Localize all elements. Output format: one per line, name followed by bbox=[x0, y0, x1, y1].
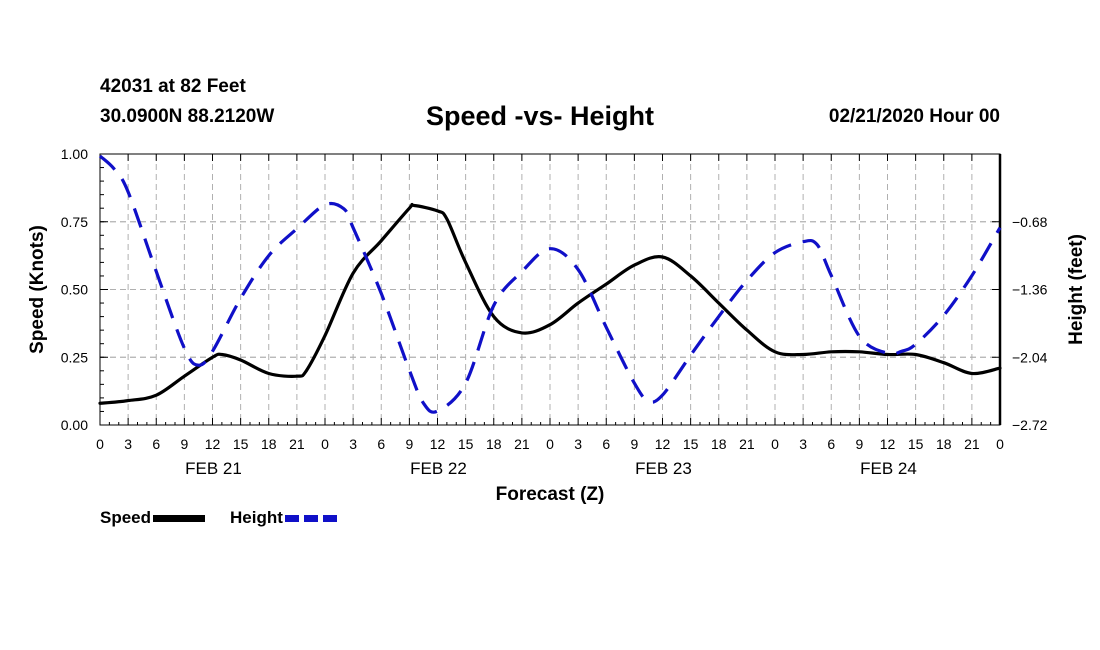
x-tick-label: 15 bbox=[683, 436, 699, 452]
day-label: FEB 22 bbox=[410, 459, 467, 478]
forecast-datetime: 02/21/2020 Hour 00 bbox=[828, 106, 1000, 127]
x-tick-label: 0 bbox=[996, 436, 1004, 452]
x-tick-label: 18 bbox=[486, 436, 502, 452]
x-tick-label: 21 bbox=[964, 436, 980, 452]
x-tick-label: 18 bbox=[261, 436, 277, 452]
day-label: FEB 23 bbox=[635, 459, 692, 478]
x-tick-label: 3 bbox=[799, 436, 807, 452]
day-label: FEB 21 bbox=[185, 459, 242, 478]
x-tick-label: 12 bbox=[655, 436, 671, 452]
y-tick-label: 1.00 bbox=[61, 146, 88, 162]
coordinates-label: 30.0900N 88.2120W bbox=[100, 106, 275, 127]
y-tick-label: 0.75 bbox=[61, 214, 88, 230]
x-tick-label: 9 bbox=[180, 436, 188, 452]
legend-height: Height bbox=[230, 508, 337, 528]
y2-tick-label: −0.68 bbox=[1012, 214, 1048, 230]
x-tick-label: 18 bbox=[711, 436, 727, 452]
x-tick-label: 3 bbox=[124, 436, 132, 452]
legend-speed-label: Speed bbox=[100, 508, 152, 527]
x-tick-label: 6 bbox=[827, 436, 835, 452]
x-tick-label: 6 bbox=[377, 436, 385, 452]
x-tick-label: 12 bbox=[205, 436, 221, 452]
y2-tick-label: −2.72 bbox=[1012, 417, 1048, 433]
x-tick-label: 0 bbox=[771, 436, 779, 452]
x-tick-label: 6 bbox=[152, 436, 160, 452]
legend-speed: Speed bbox=[100, 508, 206, 528]
x-tick-label: 15 bbox=[908, 436, 924, 452]
y2-axis-title: Height (feet) bbox=[1066, 234, 1087, 345]
x-tick-label: 12 bbox=[430, 436, 446, 452]
station-label: 42031 at 82 Feet bbox=[100, 76, 246, 97]
legend-height-label: Height bbox=[230, 508, 283, 527]
x-tick-label: 18 bbox=[936, 436, 952, 452]
x-tick-label: 9 bbox=[630, 436, 638, 452]
x-tick-label: 15 bbox=[233, 436, 249, 452]
y2-tick-label: −2.04 bbox=[1012, 349, 1048, 365]
x-tick-label: 0 bbox=[321, 436, 329, 452]
x-axis-title: Forecast (Z) bbox=[496, 484, 605, 505]
legend-speed-swatch bbox=[153, 514, 206, 522]
x-tick-label: 0 bbox=[546, 436, 554, 452]
x-tick-label: 3 bbox=[349, 436, 357, 452]
y-tick-label: 0.00 bbox=[61, 417, 88, 433]
series-line-height bbox=[98, 154, 1002, 414]
legend-height-swatch bbox=[284, 514, 337, 522]
chart-title: Speed -vs- Height bbox=[426, 101, 655, 131]
day-label: FEB 24 bbox=[860, 459, 917, 478]
x-tick-label: 6 bbox=[602, 436, 610, 452]
x-tick-label: 9 bbox=[855, 436, 863, 452]
x-tick-label: 15 bbox=[458, 436, 474, 452]
x-tick-label: 21 bbox=[514, 436, 530, 452]
y-axis-title: Speed (Knots) bbox=[27, 225, 48, 354]
y-tick-label: 0.50 bbox=[61, 282, 88, 298]
x-tick-label: 9 bbox=[405, 436, 413, 452]
series-line-speed bbox=[98, 202, 1002, 405]
x-tick-label: 21 bbox=[289, 436, 305, 452]
y2-tick-label: −1.36 bbox=[1012, 282, 1048, 298]
x-tick-label: 0 bbox=[96, 436, 104, 452]
y-tick-label: 0.25 bbox=[61, 349, 88, 365]
x-tick-label: 21 bbox=[739, 436, 755, 452]
x-tick-label: 12 bbox=[880, 436, 896, 452]
x-tick-label: 3 bbox=[574, 436, 582, 452]
